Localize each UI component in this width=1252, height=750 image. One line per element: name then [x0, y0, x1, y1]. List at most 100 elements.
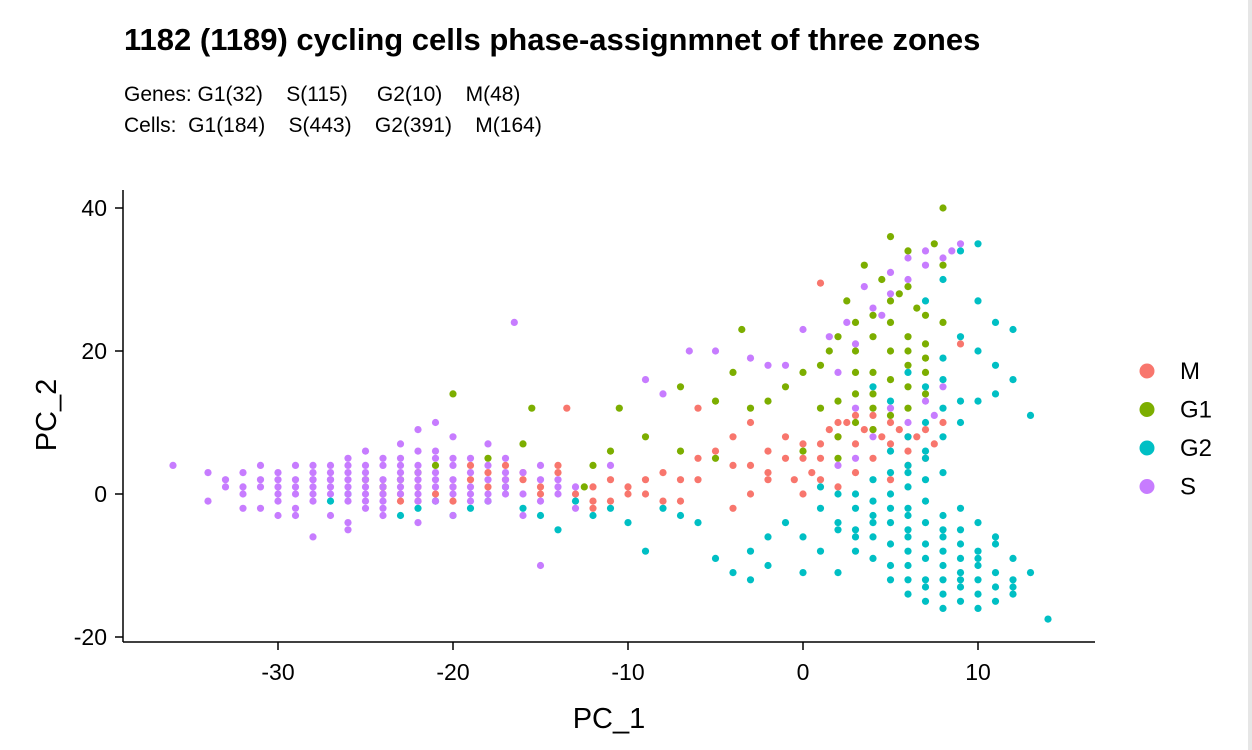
point-M	[764, 447, 772, 455]
point-M	[816, 476, 825, 484]
point-S	[379, 454, 387, 462]
point-G2	[536, 511, 545, 520]
point-G1	[519, 440, 527, 448]
point-S	[326, 483, 335, 491]
point-S	[781, 361, 790, 369]
point-S	[554, 490, 562, 498]
x-tick-label: -30	[261, 659, 294, 685]
point-G2	[571, 497, 580, 505]
point-G2	[904, 547, 912, 555]
point-S	[904, 418, 912, 427]
point-G1	[939, 318, 947, 326]
point-M	[554, 461, 562, 469]
point-G2	[939, 576, 947, 584]
point-M	[466, 476, 475, 484]
point-G1	[449, 390, 457, 398]
point-S	[361, 483, 370, 491]
point-S	[396, 490, 405, 498]
point-S	[274, 469, 282, 477]
point-M	[676, 476, 685, 484]
point-G2	[816, 483, 825, 491]
point-S	[764, 361, 772, 369]
point-G1	[851, 368, 860, 376]
point-G2	[886, 447, 895, 455]
point-S	[379, 490, 387, 498]
point-M	[746, 461, 755, 469]
point-G1	[921, 340, 930, 348]
point-M	[659, 497, 667, 505]
legend-label-S: S	[1180, 474, 1196, 501]
point-S	[274, 490, 282, 498]
point-M	[869, 411, 877, 419]
point-M	[519, 476, 527, 484]
point-G2	[991, 583, 1000, 591]
point-S	[291, 490, 300, 498]
point-S	[571, 504, 580, 512]
point-S	[851, 404, 860, 412]
point-M	[624, 490, 632, 498]
point-G1	[676, 383, 685, 391]
point-G2	[921, 554, 930, 563]
point-S	[291, 504, 300, 512]
cells-subtitle: Cells: G1(184) S(443) G2(391) M(164)	[124, 114, 542, 137]
point-G2	[1009, 325, 1017, 334]
point-S	[414, 469, 422, 477]
point-G1	[851, 418, 860, 427]
point-S	[396, 461, 405, 469]
point-G2	[974, 297, 982, 305]
point-M	[851, 411, 860, 419]
point-G1	[528, 404, 536, 412]
point-S	[361, 461, 370, 469]
point-G2	[729, 569, 737, 577]
point-M	[746, 490, 755, 498]
point-G2	[921, 540, 930, 548]
point-S	[239, 504, 247, 512]
point-G2	[939, 590, 947, 598]
point-G1	[843, 297, 851, 305]
point-M	[676, 497, 685, 505]
point-S	[256, 483, 265, 491]
point-G2	[956, 247, 965, 255]
point-S	[878, 311, 886, 319]
point-G2	[921, 597, 930, 605]
point-M	[825, 426, 833, 434]
point-G1	[904, 283, 912, 291]
point-G2	[991, 533, 1000, 541]
x-ticks: -30 -20 -10 0 10	[261, 642, 991, 685]
point-G2	[904, 483, 912, 491]
point-G2	[711, 554, 720, 563]
y-tick-label: 20	[81, 338, 107, 364]
point-G2	[886, 519, 895, 527]
point-S	[361, 447, 370, 455]
point-S	[886, 404, 895, 412]
point-S	[291, 461, 300, 469]
point-S	[449, 476, 457, 484]
point-G1	[641, 433, 650, 441]
point-G2	[816, 504, 825, 512]
point-S	[843, 318, 851, 326]
point-G2	[939, 376, 947, 384]
point-G1	[904, 361, 912, 369]
point-G2	[869, 497, 877, 505]
point-G1	[851, 347, 860, 355]
point-S	[221, 483, 230, 491]
point-G2	[851, 504, 860, 512]
point-G2	[886, 576, 895, 584]
point-M	[694, 454, 702, 462]
point-G2	[1044, 615, 1052, 623]
point-M	[729, 461, 737, 469]
point-S	[326, 490, 335, 498]
point-G1	[431, 461, 440, 469]
point-G2	[746, 576, 755, 584]
point-S	[414, 483, 422, 491]
point-G2	[869, 519, 877, 527]
point-S	[484, 461, 492, 469]
point-G1	[851, 390, 860, 398]
point-M	[816, 454, 825, 462]
point-G2	[764, 561, 772, 570]
point-S	[256, 461, 265, 469]
point-S	[361, 469, 370, 477]
point-S	[326, 461, 335, 469]
point-G1	[729, 368, 737, 376]
point-G2	[921, 583, 930, 591]
